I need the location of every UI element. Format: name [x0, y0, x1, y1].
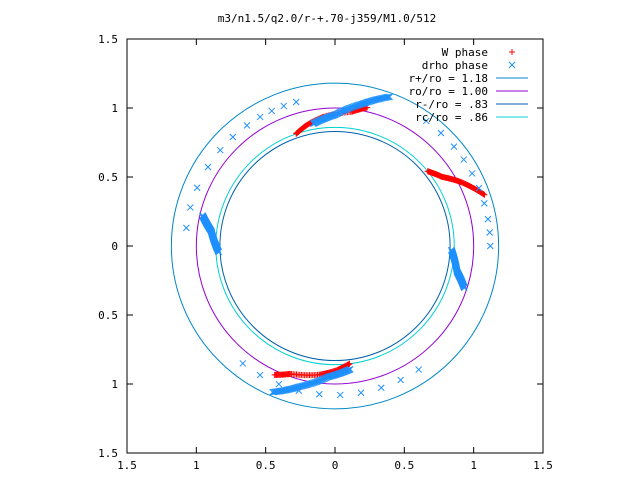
drho-phase-point	[480, 200, 488, 207]
legend-marker	[508, 61, 516, 69]
drho-phase-point	[415, 366, 423, 373]
y-tick-label: 1	[111, 102, 118, 115]
drho-phase-point	[204, 163, 212, 171]
drho-phase-point	[308, 379, 316, 387]
drho-phase-point	[186, 204, 194, 211]
circle-roro	[195, 107, 475, 385]
legend-label: r+/ro = 1.18	[409, 72, 488, 85]
drho-phase-point	[315, 390, 323, 398]
drho-phase-point	[275, 380, 283, 388]
drho-phase-point	[315, 377, 323, 385]
legend-marker	[509, 49, 515, 55]
drho-phase-point	[486, 229, 494, 236]
w-phase-point	[346, 360, 353, 367]
y-tick-label: 1.5	[98, 447, 118, 460]
drho-phase-point	[303, 381, 311, 389]
drho-phase-point	[450, 143, 458, 151]
drho-phase-point	[448, 246, 455, 254]
legend-label: ro/ro = 1.00	[409, 85, 488, 98]
x-tick-label: 1.5	[117, 459, 137, 472]
w-phase-point	[293, 130, 300, 137]
drho-phase-point	[306, 380, 313, 388]
drho-phase-point	[215, 248, 223, 256]
legend-label: rc/ro = .86	[415, 111, 488, 124]
drho-phase-point	[301, 382, 308, 389]
drho-phase-point	[256, 371, 264, 379]
drho-phase-point	[312, 378, 320, 386]
drho-phase-point	[486, 242, 494, 250]
circle-rro	[170, 82, 500, 410]
drho-phase-point	[311, 379, 318, 386]
drho-phase-point	[295, 387, 303, 394]
x-tick-label: 1	[470, 459, 477, 472]
drho-phase-point	[484, 215, 492, 223]
x-tick-label: 1.5	[533, 459, 553, 472]
drho-phase-point	[314, 377, 322, 385]
data-points	[183, 49, 516, 399]
drho-phase-point	[313, 378, 321, 385]
drho-phase-point	[346, 365, 354, 373]
drho-phase-point	[422, 117, 430, 125]
y-tick-label: 0	[111, 240, 118, 253]
drho-phase-point	[336, 391, 344, 399]
drho-phase-point	[475, 184, 483, 192]
y-tick-label: 0.5	[98, 171, 118, 184]
drho-phase-point	[307, 380, 315, 388]
y-tick-label: 0.5	[98, 309, 118, 322]
drho-phase-point	[304, 381, 312, 388]
drho-phase-point	[183, 224, 190, 232]
drho-phase-point	[468, 170, 476, 177]
drho-phase-point	[298, 382, 306, 390]
drho-phase-point	[357, 389, 365, 397]
drho-phase-point	[268, 107, 276, 115]
circle-rcro	[215, 126, 455, 366]
legend-label: drho phase	[422, 59, 488, 72]
drho-phase-point	[239, 360, 247, 367]
drho-phase-point	[193, 184, 201, 192]
x-tick-label: 0.5	[256, 459, 276, 472]
drho-phase-point	[437, 129, 445, 137]
drho-phase-point	[397, 376, 405, 384]
legend-label: W phase	[442, 46, 488, 59]
drho-phase-point	[216, 146, 224, 154]
y-tick-label: 1	[111, 378, 118, 391]
drho-phase-point	[256, 113, 264, 121]
circle-rro	[219, 130, 451, 362]
w-phase-point	[424, 168, 431, 175]
legend-label: r-/ro = .83	[415, 98, 488, 111]
axis-ticks: 1.5 1 0.5 0 0.5 1 1.51.510.500.511.5	[98, 33, 553, 472]
drho-phase-point	[302, 381, 310, 389]
drho-phase-point	[460, 156, 468, 163]
x-tick-label: 0.5	[394, 459, 414, 472]
chart-title: m3/n1.5/q2.0/r-+.70-j359/M1.0/512	[218, 12, 437, 25]
drho-phase-point	[229, 133, 237, 141]
drho-phase-point	[309, 379, 317, 387]
drho-phase-point	[280, 102, 288, 110]
y-tick-label: 1.5	[98, 33, 118, 46]
w-phase-point	[294, 129, 301, 136]
w-phase-point	[293, 130, 300, 137]
drho-phase-point	[292, 98, 300, 106]
drho-phase-point	[359, 100, 367, 107]
x-tick-label: 0	[332, 459, 339, 472]
drho-phase-point	[309, 120, 317, 128]
drho-phase-point	[377, 384, 385, 392]
x-tick-label: 1	[193, 459, 200, 472]
drho-phase-point	[297, 383, 304, 390]
drho-phase-point	[243, 122, 251, 129]
